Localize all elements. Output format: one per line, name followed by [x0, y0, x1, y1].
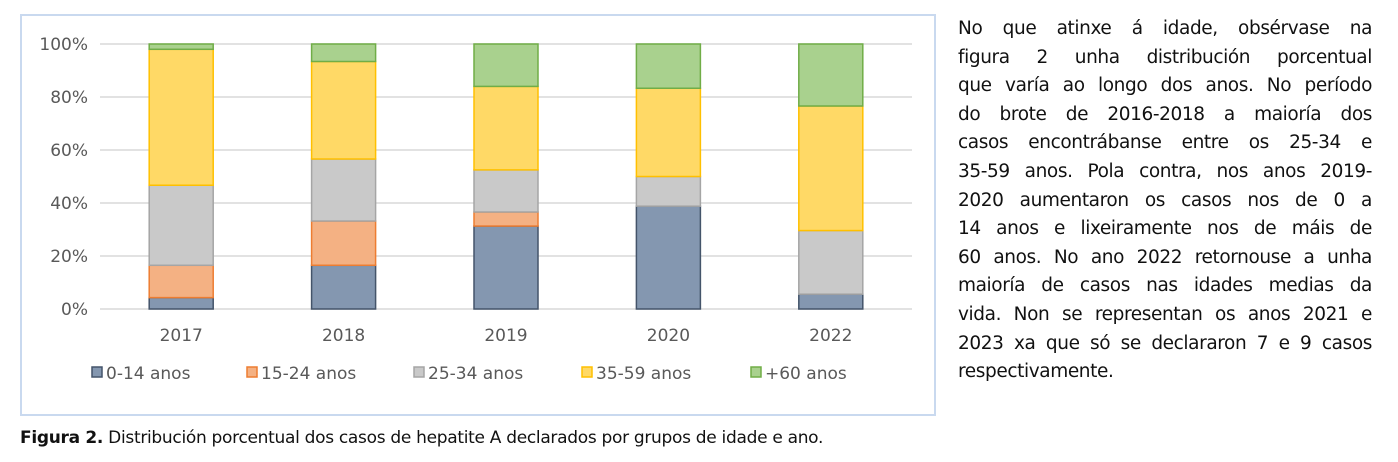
bar-segment-15-24-anos — [310, 220, 377, 267]
legend-swatch — [413, 366, 425, 378]
y-tick-label: 20% — [50, 247, 88, 267]
bar-segment-25-34-anos — [798, 229, 864, 295]
bar-segment-35-59-anos — [473, 85, 539, 171]
bar-segment-35-59-anos — [310, 60, 377, 160]
x-tick-label: 2018 — [322, 326, 365, 346]
chart-frame — [20, 14, 936, 416]
legend-label: 0-14 anos — [106, 364, 191, 384]
paragraph-line: 35-59 anos. Pola contra, nos anos 2019- — [958, 160, 1372, 182]
bar-segment--60-anos — [798, 43, 864, 107]
paragraph-line: 14 anos e lixeiramente nos de máis de — [958, 218, 1372, 240]
bar-segment-35-59-anos — [798, 105, 864, 232]
bar-segment-25-34-anos — [635, 175, 702, 207]
legend-swatch — [750, 366, 762, 378]
figure-caption: Figura 2. Distribución porcentual dos ca… — [20, 428, 823, 448]
y-tick-label: 80% — [50, 88, 88, 108]
legend-label: 15-24 anos — [261, 364, 356, 384]
bar-segment-0-14-anos — [310, 264, 377, 310]
paragraph-line: 60 anos. No ano 2022 retornouse a unha — [958, 246, 1372, 268]
bar-segment-35-59-anos — [148, 48, 214, 186]
paragraph-line: figura 2 unha distribución porcentual — [958, 46, 1372, 68]
paragraph-line: respectivamente. — [958, 361, 1114, 383]
paragraph-line: casos encontrábanse entre os 25-34 e — [958, 132, 1372, 154]
paragraph-line: vida. Non se representan os anos 2021 e — [958, 303, 1372, 325]
bar-segment-25-34-anos — [473, 169, 539, 213]
bar-segment-0-14-anos — [148, 296, 214, 310]
y-tick-label: 0% — [61, 300, 88, 320]
caption-label: Figura 2. — [20, 428, 104, 448]
bar-segment--60-anos — [473, 43, 539, 88]
legend-label: 35-59 anos — [596, 364, 691, 384]
y-tick-label: 40% — [50, 194, 88, 214]
bar-segment-35-59-anos — [635, 87, 702, 178]
body-paragraph: No que atinxe á idade, obsérvase na figur… — [958, 15, 1372, 387]
paragraph-line: que varía ao longo dos anos. No período — [958, 75, 1372, 97]
bar-segment-0-14-anos — [473, 225, 539, 310]
bar-segment-25-34-anos — [148, 184, 214, 267]
bar-segment-0-14-anos — [635, 205, 702, 310]
paragraph-line: No que atinxe á idade, obsérvase na — [958, 18, 1372, 39]
paragraph-line: 2020 aumentaron os casos nos de 0 a — [958, 189, 1372, 211]
paragraph-line: maioría de casos nas idades medias da — [958, 275, 1372, 297]
x-tick-label: 2020 — [647, 326, 690, 346]
bar-segment-0-14-anos — [798, 293, 864, 310]
legend-swatch — [581, 366, 593, 378]
paragraph-line: do brote de 2016-2018 a maioría dos — [958, 103, 1372, 125]
caption-text: Distribución porcentual dos casos de hep… — [103, 428, 824, 448]
y-tick-label: 60% — [50, 141, 88, 161]
x-tick-label: 2017 — [160, 326, 203, 346]
bar-segment-15-24-anos — [148, 264, 214, 299]
y-tick-label: 100% — [39, 35, 88, 55]
paragraph-line: 2023 xa que só se declararon 7 e 9 casos — [958, 332, 1372, 354]
bar-segment--60-anos — [635, 43, 702, 90]
legend-label: +60 anos — [765, 364, 847, 384]
bar-segment--60-anos — [310, 43, 377, 63]
x-tick-label: 2022 — [809, 326, 852, 346]
legend-swatch — [246, 366, 258, 378]
bar-segment--60-anos — [148, 43, 214, 51]
legend-label: 25-34 anos — [428, 364, 523, 384]
legend-swatch — [91, 366, 103, 378]
bar-segment-15-24-anos — [473, 211, 539, 227]
bar-segment-25-34-anos — [310, 158, 377, 222]
x-tick-label: 2019 — [484, 326, 527, 346]
